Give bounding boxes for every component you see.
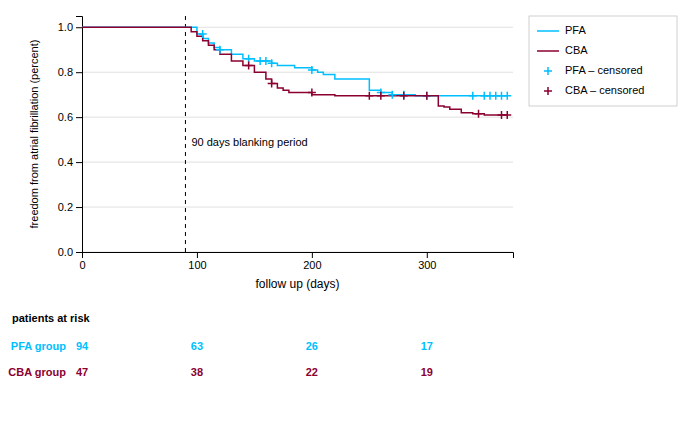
tick: 0 bbox=[79, 252, 85, 271]
marks bbox=[82, 16, 511, 252]
tick-label: 0 bbox=[79, 259, 85, 271]
legend-label: PFA – censored bbox=[565, 64, 643, 76]
risk-count: 26 bbox=[306, 340, 318, 352]
tick-mark bbox=[76, 162, 82, 163]
censored-mark bbox=[365, 92, 373, 100]
tick-label: 200 bbox=[303, 259, 321, 271]
censored-mark bbox=[245, 61, 253, 69]
censored-mark bbox=[423, 92, 431, 100]
tick-mark bbox=[427, 252, 428, 258]
risk-count: 17 bbox=[421, 340, 433, 352]
legend: PFA CBA PFA – censored CBA – censored bbox=[529, 16, 677, 106]
censored-mark bbox=[400, 92, 408, 100]
legend-label: PFA bbox=[565, 24, 586, 36]
censored-mark bbox=[377, 92, 385, 100]
legend-item: PFA bbox=[537, 24, 586, 36]
tick: 0.4 bbox=[58, 156, 82, 168]
censored-mark bbox=[423, 92, 431, 100]
tick: 200 bbox=[303, 252, 321, 271]
survival-line bbox=[82, 27, 507, 115]
y-axis: 0.0 0.2 0.4 0.6 0.8 1.0 bbox=[58, 17, 83, 259]
tick-mark bbox=[76, 207, 82, 208]
risk-count: 22 bbox=[306, 366, 318, 378]
risk-count: 19 bbox=[421, 366, 433, 378]
censored-mark bbox=[268, 79, 276, 87]
risk-count: 63 bbox=[191, 340, 203, 352]
legend-label: CBA – censored bbox=[565, 84, 645, 96]
tick: 300 bbox=[418, 252, 436, 271]
tick-label: 0.8 bbox=[58, 66, 73, 78]
risk-count: 47 bbox=[76, 366, 88, 378]
y-axis-title: freedom from atrial fibrillation (percen… bbox=[28, 40, 40, 229]
censored-mark bbox=[308, 88, 316, 96]
legend-item: CBA bbox=[537, 44, 588, 56]
tick-mark bbox=[76, 252, 82, 253]
legend-swatch bbox=[537, 50, 559, 52]
tick: 0.8 bbox=[58, 66, 82, 78]
x-axis-title: follow up (days) bbox=[255, 277, 339, 291]
risk-row-label: PFA group bbox=[11, 340, 66, 352]
tick: 0.2 bbox=[58, 201, 82, 213]
survival-line bbox=[82, 27, 507, 96]
axis-line bbox=[83, 253, 514, 259]
legend-frame bbox=[529, 16, 677, 106]
tick: 1.0 bbox=[58, 21, 82, 33]
tick: 100 bbox=[188, 252, 206, 271]
grid-line bbox=[82, 162, 513, 163]
tick-mark bbox=[312, 252, 313, 258]
legend-item: CBA – censored bbox=[544, 84, 645, 96]
censored-mark bbox=[308, 66, 316, 74]
grid-line bbox=[82, 117, 513, 118]
censored-mark bbox=[475, 110, 483, 118]
tick-label: 100 bbox=[188, 259, 206, 271]
tick-mark bbox=[197, 252, 198, 258]
tick-label: 0.0 bbox=[58, 246, 73, 258]
tick-label: 0.4 bbox=[58, 156, 73, 168]
grid-line bbox=[82, 207, 513, 208]
censored-mark bbox=[503, 92, 511, 100]
risk-table-title: patients at risk bbox=[12, 312, 91, 324]
reference-line bbox=[185, 16, 186, 252]
tick-label: 300 bbox=[418, 259, 436, 271]
tick: 0.0 bbox=[58, 246, 82, 258]
x-axis: 0 100 200 300 bbox=[79, 252, 513, 271]
legend-swatch bbox=[544, 67, 552, 75]
risk-row-label: CBA group bbox=[8, 366, 66, 378]
censored-mark bbox=[268, 59, 276, 67]
legend-swatch bbox=[537, 30, 559, 32]
chart: 0 100 200 300 0.0 0.2 0.4 0.6 0.8 1.0 90 days blan… bbox=[0, 0, 685, 447]
censored-mark bbox=[216, 46, 224, 54]
risk-table: patients at risk PFA group 94 63 26 17 CBA gro… bbox=[8, 312, 433, 378]
tick: 0.6 bbox=[58, 111, 82, 123]
plot: 0 100 200 300 0.0 0.2 0.4 0.6 0.8 1.0 90 days blan… bbox=[28, 16, 514, 291]
annotation: 90 days blanking period bbox=[191, 136, 307, 148]
tick-label: 0.6 bbox=[58, 111, 73, 123]
legend-swatch bbox=[544, 87, 552, 95]
axis-line bbox=[76, 17, 83, 253]
grid-line bbox=[82, 72, 513, 73]
censored-mark bbox=[199, 30, 207, 38]
risk-count: 38 bbox=[191, 366, 203, 378]
risk-count: 94 bbox=[76, 340, 89, 352]
grid bbox=[82, 27, 513, 252]
censored-mark bbox=[469, 92, 477, 100]
tick-label: 1.0 bbox=[58, 21, 73, 33]
legend-label: CBA bbox=[565, 44, 588, 56]
censored-mark bbox=[388, 91, 396, 99]
legend-item: PFA – censored bbox=[544, 64, 643, 76]
tick-label: 0.2 bbox=[58, 201, 73, 213]
censored-mark bbox=[503, 111, 511, 119]
tick-mark bbox=[76, 72, 82, 73]
tick-mark bbox=[76, 117, 82, 118]
tick-mark bbox=[76, 27, 82, 28]
